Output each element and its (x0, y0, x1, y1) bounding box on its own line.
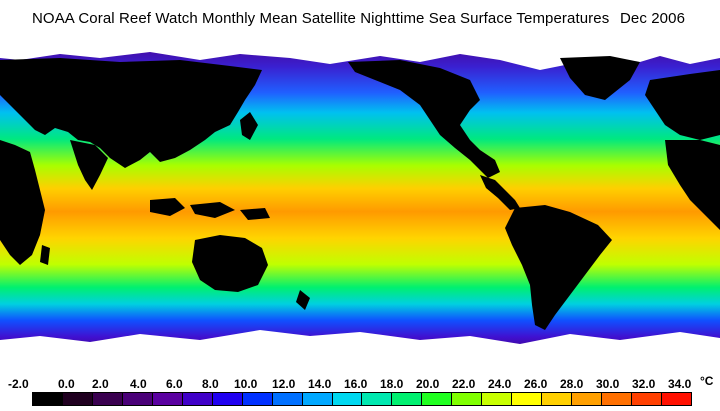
color-swatch (212, 393, 243, 405)
color-swatch (662, 393, 691, 405)
map-title: NOAA Coral Reef Watch Monthly Mean Satel… (0, 10, 720, 61)
color-swatch (302, 393, 333, 405)
color-swatch (33, 393, 63, 405)
tick-label: 12.0 (272, 377, 296, 391)
color-swatch (452, 393, 483, 405)
sst-map-svg (0, 40, 720, 370)
tick-label: 16.0 (344, 377, 368, 391)
north-america (348, 60, 500, 178)
tick-label: 34.0 (668, 377, 692, 391)
color-swatch (632, 393, 663, 405)
tick-label: 24.0 (488, 377, 512, 391)
tick-label: -2.0 (8, 377, 29, 391)
color-swatch (92, 393, 123, 405)
tick-label: 8.0 (202, 377, 219, 391)
tick-label: 0.0 (58, 377, 75, 391)
color-swatch (602, 393, 633, 405)
tick-label: 2.0 (92, 377, 109, 391)
india (70, 140, 108, 190)
color-swatch (482, 393, 513, 405)
tick-label: 18.0 (380, 377, 404, 391)
tick-label: 14.0 (308, 377, 332, 391)
africa (0, 140, 45, 265)
tick-label: 32.0 (632, 377, 656, 391)
color-swatch (572, 393, 603, 405)
new-zealand (296, 290, 310, 310)
tick-label: 6.0 (166, 377, 183, 391)
arctic-ice (0, 40, 720, 70)
unit-label: °C (700, 374, 714, 388)
australia (192, 235, 268, 292)
title-date: Dec 2006 (620, 10, 686, 27)
color-swatch (422, 393, 453, 405)
tick-label: 28.0 (560, 377, 584, 391)
color-swatch (392, 393, 423, 405)
color-swatch (122, 393, 153, 405)
color-swatch (542, 393, 573, 405)
title-text: NOAA Coral Reef Watch Monthly Mean Satel… (32, 10, 610, 27)
tick-label: 4.0 (130, 377, 147, 391)
tick-label: 22.0 (452, 377, 476, 391)
tick-label: 30.0 (596, 377, 620, 391)
color-swatch (362, 393, 393, 405)
color-swatch (152, 393, 183, 405)
japan (240, 112, 258, 140)
color-swatch (242, 393, 273, 405)
antarctic-ice (0, 330, 720, 370)
tick-label: 20.0 (416, 377, 440, 391)
color-swatch (272, 393, 303, 405)
tick-label: 10.0 (234, 377, 258, 391)
color-swatch (62, 393, 93, 405)
indonesia (150, 198, 270, 220)
tick-label: 26.0 (524, 377, 548, 391)
scale-tick-labels: -2.0 0.0 2.0 4.0 6.0 8.0 10.0 12.0 14.0 … (0, 377, 720, 391)
africa-east (665, 140, 720, 230)
eurasia (0, 58, 262, 168)
color-swatch (512, 393, 543, 405)
color-scale-bar (32, 392, 692, 406)
madagascar (40, 245, 50, 265)
greenland (560, 56, 640, 100)
south-america (505, 205, 612, 330)
europe (645, 70, 720, 140)
color-swatch (182, 393, 213, 405)
color-swatch (332, 393, 363, 405)
central-america (480, 175, 520, 210)
sst-map (0, 40, 720, 370)
